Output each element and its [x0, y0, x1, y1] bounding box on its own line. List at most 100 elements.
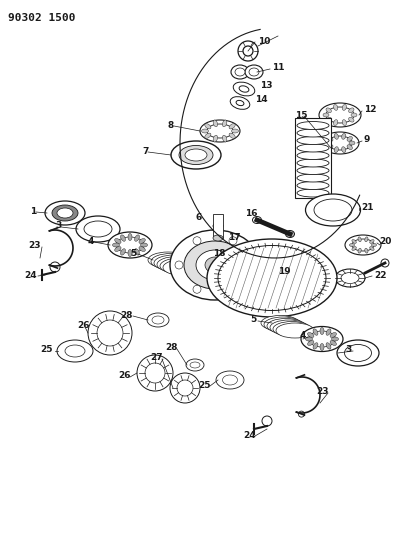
- Ellipse shape: [233, 82, 255, 96]
- Ellipse shape: [297, 129, 329, 137]
- Text: 23: 23: [316, 387, 328, 397]
- Ellipse shape: [335, 269, 365, 287]
- Bar: [213, 214, 223, 238]
- Ellipse shape: [163, 260, 203, 276]
- Ellipse shape: [223, 135, 227, 142]
- Text: 21: 21: [361, 203, 373, 212]
- Ellipse shape: [308, 341, 314, 345]
- Circle shape: [137, 355, 173, 391]
- Circle shape: [193, 237, 201, 245]
- Ellipse shape: [352, 239, 356, 244]
- Ellipse shape: [184, 241, 246, 289]
- Ellipse shape: [297, 182, 329, 190]
- Text: 90302 1500: 90302 1500: [8, 13, 75, 23]
- Text: 9: 9: [364, 135, 370, 144]
- Text: 28: 28: [165, 343, 178, 352]
- Ellipse shape: [330, 333, 336, 337]
- Ellipse shape: [134, 235, 140, 241]
- Ellipse shape: [330, 341, 336, 345]
- Ellipse shape: [264, 317, 302, 332]
- Ellipse shape: [171, 141, 221, 169]
- Ellipse shape: [213, 120, 217, 127]
- Ellipse shape: [342, 120, 346, 126]
- Ellipse shape: [84, 221, 112, 237]
- Bar: [295, 118, 331, 198]
- Ellipse shape: [358, 237, 361, 242]
- Text: 11: 11: [272, 63, 284, 72]
- Ellipse shape: [337, 340, 379, 366]
- Ellipse shape: [328, 145, 333, 150]
- Ellipse shape: [186, 359, 204, 371]
- Ellipse shape: [313, 343, 318, 349]
- Circle shape: [229, 285, 237, 293]
- Ellipse shape: [347, 136, 352, 141]
- Ellipse shape: [205, 124, 211, 129]
- Ellipse shape: [365, 237, 368, 242]
- Ellipse shape: [170, 230, 260, 300]
- Text: 6: 6: [195, 214, 201, 222]
- Circle shape: [177, 380, 193, 396]
- Text: 24: 24: [24, 271, 37, 279]
- Ellipse shape: [205, 257, 225, 273]
- Ellipse shape: [297, 174, 329, 182]
- Text: 5: 5: [130, 248, 136, 257]
- Ellipse shape: [140, 243, 148, 247]
- Ellipse shape: [319, 103, 361, 127]
- Ellipse shape: [128, 249, 132, 256]
- Ellipse shape: [261, 316, 299, 330]
- Ellipse shape: [229, 124, 235, 129]
- Ellipse shape: [352, 247, 356, 251]
- Ellipse shape: [238, 41, 258, 61]
- Text: 12: 12: [364, 106, 377, 115]
- Ellipse shape: [323, 113, 329, 117]
- Text: 23: 23: [28, 241, 41, 251]
- Ellipse shape: [185, 149, 207, 161]
- Ellipse shape: [341, 272, 359, 284]
- Text: 19: 19: [278, 266, 290, 276]
- Ellipse shape: [213, 135, 217, 142]
- Circle shape: [88, 311, 132, 355]
- Text: 10: 10: [258, 36, 271, 45]
- Ellipse shape: [108, 232, 152, 258]
- Text: 3: 3: [55, 222, 61, 230]
- Ellipse shape: [270, 320, 308, 335]
- Circle shape: [175, 261, 183, 269]
- Ellipse shape: [134, 249, 140, 255]
- Ellipse shape: [152, 316, 164, 324]
- Text: 13: 13: [260, 80, 273, 90]
- Ellipse shape: [350, 244, 354, 246]
- Ellipse shape: [147, 313, 169, 327]
- Ellipse shape: [352, 239, 374, 251]
- Text: 4: 4: [300, 332, 306, 341]
- Ellipse shape: [128, 233, 132, 240]
- Ellipse shape: [223, 375, 237, 385]
- Ellipse shape: [349, 108, 354, 112]
- Ellipse shape: [120, 235, 125, 241]
- Ellipse shape: [326, 107, 354, 123]
- Ellipse shape: [213, 235, 223, 241]
- Text: 1: 1: [30, 206, 36, 215]
- Circle shape: [51, 264, 57, 270]
- Ellipse shape: [236, 100, 244, 106]
- Text: 3: 3: [345, 345, 351, 354]
- Ellipse shape: [151, 254, 191, 270]
- Ellipse shape: [306, 194, 361, 226]
- Ellipse shape: [326, 329, 331, 335]
- Ellipse shape: [349, 141, 355, 145]
- Ellipse shape: [115, 247, 121, 252]
- Ellipse shape: [326, 117, 332, 122]
- Ellipse shape: [365, 248, 368, 253]
- Circle shape: [247, 261, 255, 269]
- Text: 25: 25: [198, 381, 211, 390]
- Text: 4: 4: [88, 237, 95, 246]
- Ellipse shape: [113, 243, 119, 247]
- Ellipse shape: [326, 108, 332, 112]
- Ellipse shape: [320, 343, 324, 351]
- Ellipse shape: [347, 145, 352, 150]
- Ellipse shape: [334, 104, 338, 110]
- Text: 26: 26: [118, 372, 130, 381]
- Ellipse shape: [57, 340, 93, 362]
- Ellipse shape: [297, 189, 329, 197]
- Ellipse shape: [231, 65, 249, 79]
- Ellipse shape: [45, 201, 85, 225]
